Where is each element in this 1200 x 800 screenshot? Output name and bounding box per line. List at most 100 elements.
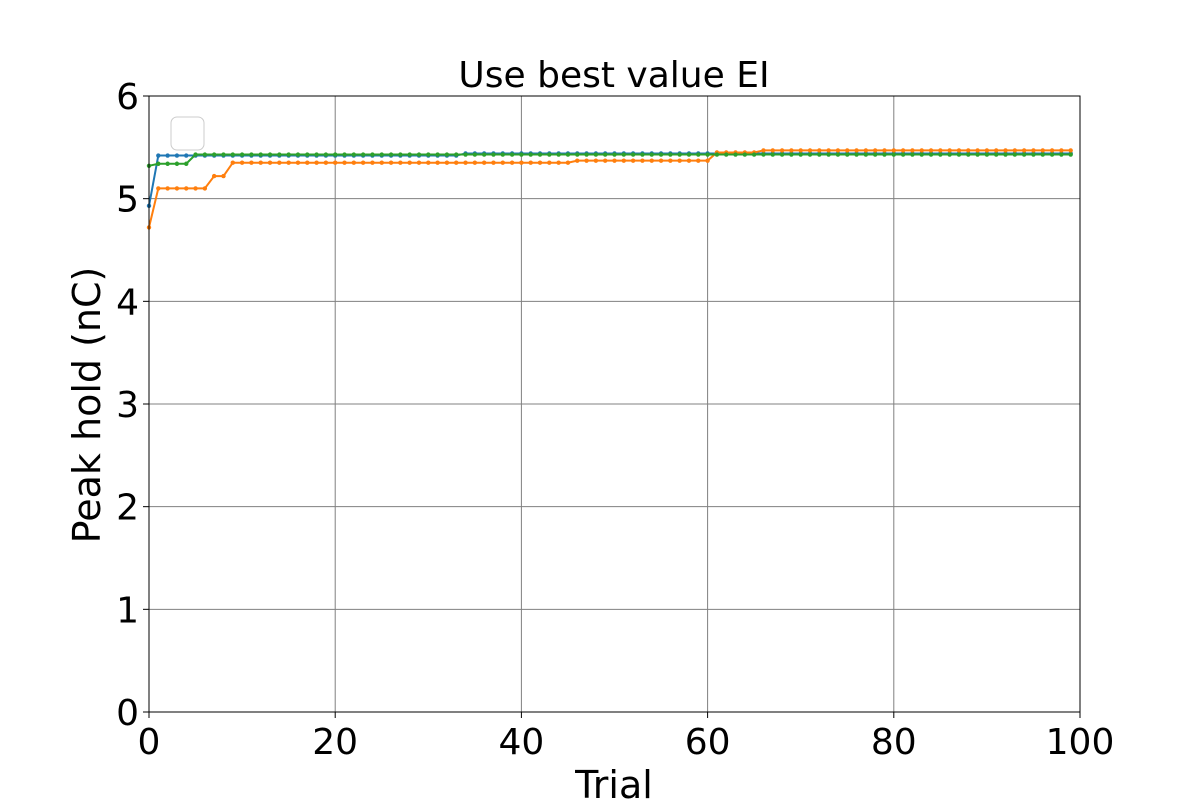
data-point (211, 173, 217, 179)
data-point (928, 148, 934, 153)
data-point (984, 148, 990, 153)
data-point (491, 152, 496, 157)
data-point (900, 148, 906, 153)
data-point (398, 160, 403, 165)
data-point (1031, 152, 1036, 157)
data-point (416, 152, 422, 157)
data-point (1040, 152, 1045, 157)
data-point (388, 160, 394, 165)
data-point (602, 158, 608, 163)
data-point (407, 160, 412, 165)
data-point (435, 152, 440, 157)
data-point (696, 158, 701, 163)
data-point (966, 148, 971, 153)
data-point (519, 152, 524, 157)
data-point (286, 152, 291, 157)
data-point (342, 152, 347, 157)
data-point (370, 152, 375, 157)
chart-title: Use best value EI (458, 55, 769, 96)
data-point (640, 152, 645, 157)
data-point (211, 152, 217, 157)
data-point (621, 152, 627, 157)
data-point (165, 186, 170, 191)
data-point (547, 152, 552, 157)
data-point (658, 158, 664, 163)
data-point (947, 148, 952, 153)
data-point (835, 152, 841, 157)
data-point (165, 153, 170, 158)
data-point (835, 148, 841, 153)
data-point (1068, 152, 1073, 157)
data-point (528, 160, 533, 165)
data-point (1012, 148, 1018, 153)
data-point (481, 160, 487, 165)
data-point (500, 160, 505, 165)
data-point (612, 152, 617, 157)
data-point (184, 186, 189, 191)
data-point (1003, 152, 1008, 157)
x-tick-label: 60 (685, 722, 731, 763)
data-point (975, 148, 980, 153)
data-point (910, 148, 915, 153)
data-point (602, 152, 608, 157)
data-point (193, 152, 198, 157)
data-point (174, 161, 180, 166)
data-point (696, 152, 701, 157)
data-point (733, 152, 738, 157)
data-point (565, 152, 571, 157)
data-point (277, 160, 282, 165)
data-point (379, 160, 384, 165)
data-point (388, 152, 394, 157)
data-point (230, 152, 235, 157)
data-point (444, 152, 450, 157)
data-point (994, 148, 999, 153)
data-point (556, 160, 561, 165)
data-point (807, 148, 813, 153)
data-point (295, 160, 301, 165)
data-point (817, 152, 822, 157)
series-3 (146, 152, 1073, 169)
data-point (677, 152, 682, 157)
x-tick-label: 0 (138, 722, 161, 763)
data-point (956, 148, 962, 153)
data-point (612, 158, 617, 163)
data-point (333, 160, 338, 165)
data-point (863, 152, 869, 157)
data-point (779, 152, 785, 157)
x-tick-label: 20 (312, 722, 358, 763)
data-point (910, 152, 915, 157)
data-point (817, 148, 822, 153)
x-axis-label: Trial (574, 763, 653, 800)
data-point (1059, 148, 1064, 153)
data-point (984, 152, 990, 157)
data-point (407, 152, 412, 157)
data-point (454, 160, 459, 165)
data-point (872, 152, 878, 157)
data-point (360, 152, 366, 157)
data-point (1012, 152, 1018, 157)
axis-ticks: 0 20 40 60 80 100 0 1 2 3 4 5 6 (116, 77, 1114, 763)
data-point (658, 152, 664, 157)
data-point (193, 186, 198, 191)
data-point (305, 152, 310, 157)
data-point (872, 148, 878, 153)
data-point (379, 152, 384, 157)
data-point (621, 158, 627, 163)
data-point (202, 186, 208, 191)
data-point (826, 152, 831, 157)
data-point (919, 152, 924, 157)
data-point (1059, 152, 1064, 157)
data-point (435, 160, 440, 165)
data-point (156, 186, 161, 191)
data-point (426, 160, 431, 165)
data-point (668, 158, 673, 163)
data-point (677, 158, 682, 163)
data-point (947, 152, 952, 157)
data-point (584, 152, 589, 157)
data-point (416, 160, 422, 165)
data-point (239, 152, 245, 157)
data-point (314, 160, 319, 165)
y-tick-label: 6 (116, 77, 139, 118)
y-tick-label: 2 (116, 488, 139, 529)
